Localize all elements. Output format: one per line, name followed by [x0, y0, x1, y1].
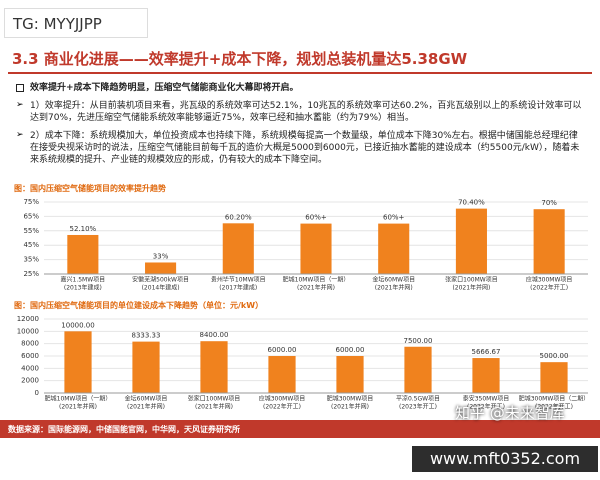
- site-banner: www.mft0352.com: [412, 446, 598, 472]
- data-label: 8400.00: [200, 331, 229, 339]
- x-tick-label: 肥城10MW项目（一期）: [45, 395, 112, 403]
- x-tick-note: (2021年并网): [297, 284, 335, 292]
- x-tick-label: 贵州毕节10MW项目: [211, 276, 266, 284]
- x-tick-label: 肥城10MW项目（一期）: [283, 276, 350, 284]
- bar: [336, 356, 364, 393]
- slide-title: 3.3 商业化进展——效率提升+成本下降，规划总装机量达5.38GW: [12, 50, 468, 68]
- x-tick-note: (2022年开工): [467, 403, 505, 411]
- data-label: 60%+: [305, 214, 327, 222]
- y-tick-label: 2000: [21, 377, 39, 385]
- data-label: 70%: [541, 199, 557, 207]
- x-tick-note: (2017年建成): [219, 284, 257, 292]
- x-tick-label: 肥城300MW项目: [327, 396, 374, 403]
- watermark: TG: MYYJJPP: [4, 8, 148, 38]
- data-label: 60.20%: [225, 213, 252, 221]
- data-label: 8333.33: [132, 332, 161, 340]
- bar: [472, 358, 500, 393]
- bullet: 2）成本下降：系统规模加大，单位投资成本也持续下降，系统规模每提高一个数量级，单…: [30, 131, 580, 165]
- x-tick-note: (2021年并网): [331, 403, 369, 411]
- x-tick-note: (2023年开工): [399, 403, 437, 411]
- footer-bar: [0, 420, 600, 438]
- x-tick-label: 平凉0.5GW项目: [396, 395, 440, 403]
- x-tick-note: (2021年并网): [127, 403, 165, 411]
- y-tick-label: 8000: [21, 340, 39, 348]
- y-tick-label: 10000: [17, 327, 39, 335]
- bar: [300, 223, 332, 274]
- data-label: 5666.67: [472, 348, 501, 356]
- bar: [132, 341, 160, 393]
- bar: [540, 362, 568, 393]
- x-tick-label: 安徽芜湖500kW项目: [132, 276, 189, 284]
- x-tick-label: 肥城300MW项目（二期）: [519, 395, 590, 403]
- x-tick-note: (2022年开工): [530, 284, 568, 292]
- bar: [533, 209, 565, 274]
- x-tick-note: (2021年并网): [452, 284, 490, 292]
- chart-title: 图：国内压缩空气储能项目的效率提升趋势: [14, 184, 166, 193]
- data-label: 33%: [153, 252, 169, 260]
- bullet-square: [16, 84, 24, 92]
- y-tick-label: 0: [35, 389, 39, 397]
- bar: [404, 346, 432, 393]
- x-tick-note: (2014年建成): [142, 284, 180, 292]
- y-tick-label: 4000: [21, 364, 39, 372]
- bar: [378, 223, 410, 274]
- data-label: 70.40%: [458, 199, 485, 207]
- title-rule: [8, 72, 592, 74]
- bullet: 1）效率提升：从目前装机项目来看，兆瓦级的系统效率可达52.1%，10兆瓦的系统…: [30, 101, 582, 123]
- y-tick-label: 45%: [23, 241, 39, 249]
- overlay-watermark: 知乎 @未来智库: [455, 404, 565, 422]
- y-tick-label: 25%: [23, 270, 39, 278]
- x-tick-label: 嘉兴1.5MW项目: [61, 276, 106, 284]
- x-tick-note: (2022年开工): [535, 403, 573, 411]
- x-tick-note: (2013年建成): [64, 284, 102, 292]
- x-tick-label: 金坛60MW项目: [125, 395, 168, 403]
- bullet-arrow: ➢: [16, 100, 24, 110]
- bar: [64, 331, 92, 393]
- x-tick-label: 泰安350MW项目: [463, 395, 510, 403]
- data-label: 10000.00: [61, 321, 94, 329]
- data-label: 60%+: [383, 214, 405, 222]
- bullet: 效率提升+成本下降趋势明显，压缩空气储能商业化大幕即将开启。: [30, 83, 299, 93]
- source: 数据来源：国际能源网，中储国能官网，中华网，天风证券研究所: [8, 425, 240, 434]
- x-tick-label: 应城300MW项目: [526, 276, 573, 284]
- y-tick-label: 35%: [23, 256, 39, 264]
- y-tick-label: 55%: [23, 227, 39, 235]
- x-tick-note: (2021年并网): [59, 403, 97, 411]
- data-label: 6000.00: [268, 346, 297, 354]
- x-tick-label: 张家口100MW项目: [445, 276, 498, 284]
- y-tick-label: 6000: [21, 352, 39, 360]
- bar: [455, 208, 487, 274]
- y-tick-label: 12000: [17, 315, 39, 323]
- data-label: 6000.00: [336, 346, 365, 354]
- bar: [145, 262, 177, 274]
- x-tick-note: (2022年开工): [263, 403, 301, 411]
- y-tick-label: 75%: [23, 198, 39, 206]
- chart: 0 2000 4000 6000 8000 10000 12000 10000.00 肥城10M…: [17, 315, 590, 411]
- bar: [222, 223, 254, 274]
- x-tick-note: (2021年并网): [375, 284, 413, 292]
- chart-title: 图：国内压缩空气储能项目的单位建设成本下降趋势（单位：元/kW）: [14, 301, 264, 310]
- data-label: 52.10%: [70, 225, 97, 233]
- data-label: 5000.00: [540, 352, 569, 360]
- chart: 25% 35% 45% 55% 65% 75% 52.10% 嘉兴1.5MW项目(2013年建…: [23, 198, 588, 292]
- y-tick-label: 65%: [23, 212, 39, 220]
- bar: [200, 341, 228, 393]
- data-label: 7500.00: [404, 337, 433, 345]
- x-tick-note: (2021年并网): [195, 403, 233, 411]
- x-tick-label: 金坛60MW项目: [372, 276, 415, 284]
- x-tick-label: 应城300MW项目: [259, 395, 306, 403]
- bar: [67, 234, 99, 274]
- bullet-arrow: ➢: [16, 130, 24, 140]
- x-tick-label: 张家口100MW项目: [188, 395, 241, 403]
- bar: [268, 356, 296, 393]
